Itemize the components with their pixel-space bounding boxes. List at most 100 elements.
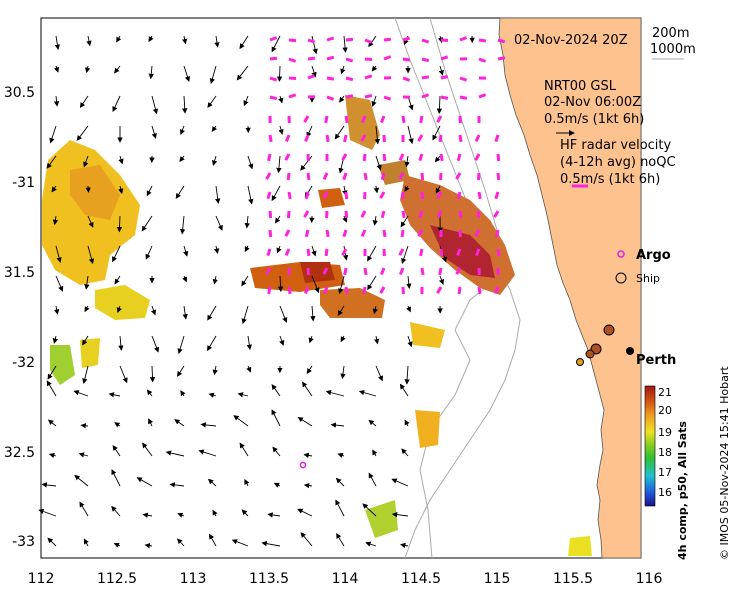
model-vector bbox=[267, 512, 281, 518]
radar-vector bbox=[421, 93, 430, 99]
model-vector bbox=[114, 65, 121, 74]
model-vector bbox=[297, 508, 313, 517]
model-vector bbox=[406, 275, 412, 289]
colorbar-tick: 21 bbox=[658, 386, 672, 399]
model-vector bbox=[111, 505, 121, 517]
radar-vector bbox=[438, 267, 443, 276]
model-vector bbox=[273, 482, 281, 488]
model-vector bbox=[119, 365, 128, 384]
radar-vector bbox=[478, 57, 487, 63]
ship-markers[interactable] bbox=[576, 324, 615, 366]
model-vector bbox=[144, 543, 153, 549]
model-vector bbox=[406, 305, 412, 313]
model-vector bbox=[38, 508, 57, 517]
model-vector bbox=[233, 415, 249, 427]
radar-vector bbox=[341, 153, 348, 161]
radar-vector bbox=[288, 93, 297, 99]
radar-vector bbox=[268, 134, 273, 143]
model-vector bbox=[246, 335, 252, 351]
model-vector bbox=[276, 155, 282, 174]
radar-vector bbox=[343, 267, 348, 276]
model-vector bbox=[108, 392, 121, 398]
model-vector bbox=[311, 65, 317, 78]
radar-vector bbox=[360, 210, 367, 218]
model-vector bbox=[146, 185, 153, 197]
model-vector bbox=[391, 478, 409, 487]
model-vector bbox=[86, 35, 92, 47]
radar-vector bbox=[304, 286, 310, 295]
argo-float-marker[interactable] bbox=[299, 461, 307, 469]
model-vector bbox=[244, 479, 250, 487]
model-vector bbox=[237, 392, 249, 398]
radar-vector bbox=[322, 191, 329, 199]
radar-vector bbox=[478, 38, 487, 43]
model-vector bbox=[368, 419, 377, 427]
isobath-label-200m: 200m bbox=[652, 26, 689, 41]
radar-vector bbox=[322, 172, 329, 181]
radar-vector bbox=[439, 153, 444, 162]
model-vector bbox=[241, 275, 249, 287]
radar-vector bbox=[495, 229, 500, 238]
model-vector bbox=[214, 35, 220, 48]
radar-vector bbox=[379, 286, 386, 294]
radar-vector bbox=[496, 153, 501, 162]
radar-vector bbox=[496, 172, 501, 181]
radar-vector bbox=[303, 115, 310, 123]
radar-vector bbox=[478, 93, 487, 99]
isobath-1000m bbox=[419, 17, 501, 559]
model-vector bbox=[80, 423, 89, 429]
model-vector bbox=[207, 305, 217, 321]
model-vector bbox=[179, 215, 186, 235]
radar-vector bbox=[326, 55, 335, 61]
lat-tick: -33 bbox=[12, 534, 35, 550]
model-vector bbox=[239, 35, 249, 50]
radar-vector bbox=[306, 248, 311, 257]
model-vector bbox=[148, 35, 154, 43]
radar-vector bbox=[440, 95, 449, 100]
radar-vector bbox=[288, 76, 297, 80]
radar-vector bbox=[436, 115, 443, 123]
model-vector bbox=[212, 509, 218, 517]
radar-vector bbox=[440, 38, 449, 42]
radar-vector bbox=[304, 191, 310, 200]
model-vector bbox=[112, 245, 121, 263]
radar-vector bbox=[457, 286, 462, 295]
model-vector bbox=[207, 95, 217, 108]
model-vector bbox=[176, 538, 185, 547]
radar-vector bbox=[288, 57, 297, 63]
radar-vector bbox=[361, 115, 367, 124]
model-vector bbox=[334, 125, 345, 140]
radar-vector bbox=[343, 134, 348, 143]
model-vector bbox=[365, 541, 377, 547]
model-vector bbox=[182, 275, 188, 283]
radar-vector bbox=[363, 267, 368, 276]
radar-vector bbox=[497, 56, 506, 61]
radar-vector bbox=[287, 210, 291, 219]
radar-vector bbox=[345, 57, 354, 63]
model-vector bbox=[47, 365, 57, 380]
model-vector bbox=[149, 365, 156, 383]
radar-vector bbox=[493, 210, 500, 218]
model-vector bbox=[165, 450, 185, 457]
model-vector bbox=[368, 472, 377, 487]
model-vector bbox=[374, 125, 381, 145]
model-vector bbox=[311, 35, 318, 55]
radar-vector bbox=[455, 267, 462, 275]
radar-vector bbox=[285, 134, 291, 143]
model-vector bbox=[136, 477, 153, 487]
radar-vector bbox=[494, 134, 500, 143]
radar-vector bbox=[380, 172, 386, 181]
radar-legend-scale: 0.5m/s (1kt 6h) bbox=[560, 172, 660, 187]
credit-text: © IMOS 05-Nov-2024 15:41 Hobart bbox=[718, 366, 731, 560]
model-vector bbox=[358, 390, 377, 397]
radar-vector bbox=[420, 172, 425, 181]
model-vector bbox=[271, 384, 281, 397]
radar-vector bbox=[401, 115, 406, 124]
radar-vector bbox=[420, 191, 425, 200]
radar-vector bbox=[362, 153, 367, 162]
model-vector bbox=[142, 442, 153, 457]
model-vector bbox=[78, 452, 89, 458]
model-vector bbox=[151, 95, 159, 115]
model-vector bbox=[401, 448, 409, 457]
